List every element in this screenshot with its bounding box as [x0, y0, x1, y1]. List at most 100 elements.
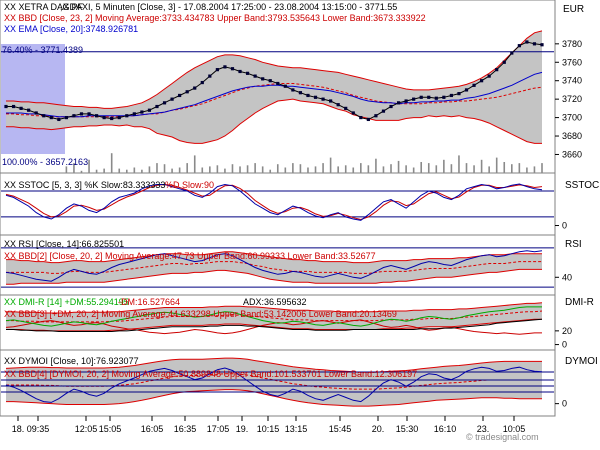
dmi-bollinger-band-fill — [6, 302, 542, 331]
volume-bar — [541, 163, 543, 173]
dmi-title-line: ADX:36.595632 — [243, 297, 307, 307]
close-point — [298, 91, 303, 95]
sstoc-panel-label: SSTOC — [565, 180, 599, 191]
dmi-panel-label: DMI-R — [565, 297, 594, 308]
volume-bar — [314, 166, 317, 173]
close-point — [404, 99, 408, 103]
close-point — [170, 97, 174, 101]
close-point — [27, 108, 31, 112]
dmi-moving-average — [6, 310, 543, 323]
price-panel: 3660 3680 3700 3720 3740 3760 3780 — [1, 30, 582, 173]
close-point — [313, 95, 318, 99]
price-y-tick-label: 3740 — [562, 76, 582, 86]
close-point — [321, 97, 325, 101]
volume-bar — [488, 166, 490, 173]
dymoi-bollinger-upper-band — [5, 357, 542, 373]
close-point — [193, 86, 197, 90]
dmi-y-tick-label: 20 — [562, 326, 572, 336]
close-point — [215, 68, 219, 72]
close-point — [434, 96, 438, 100]
close-point — [381, 109, 386, 113]
close-point — [366, 117, 370, 122]
close-point — [230, 67, 235, 71]
dmi-plus-line — [5, 306, 542, 327]
close-point — [276, 81, 280, 86]
close-point — [155, 104, 159, 109]
volume-bar — [337, 166, 339, 173]
volume-bar — [397, 160, 400, 173]
dmi-title-line: -DM:16.527664 — [118, 297, 180, 307]
close-point — [532, 42, 537, 46]
volume-bar — [103, 168, 105, 173]
close-point — [472, 83, 476, 87]
close-point — [487, 74, 491, 78]
volume-bar — [178, 167, 181, 173]
x-tick-label: 16:35 — [174, 424, 197, 434]
close-point — [57, 117, 61, 122]
price-y-tick-label: 3680 — [562, 131, 582, 141]
watermark: © tradesignal.com — [466, 432, 539, 442]
x-tick-label: 09:35 — [27, 424, 50, 434]
close-point — [540, 43, 544, 47]
sstoc-y-tick-label: 0 — [562, 221, 567, 231]
volume-bar — [125, 169, 128, 173]
close-point — [64, 115, 68, 120]
price-moving-average — [6, 83, 543, 118]
volume-bar — [299, 164, 302, 173]
volume-bar — [382, 166, 385, 173]
close-point — [49, 115, 53, 120]
close-point — [351, 111, 355, 115]
close-point — [238, 69, 242, 74]
volume-bar — [65, 166, 68, 173]
volume-bar — [284, 167, 287, 173]
volume-bar — [511, 164, 513, 173]
volume-bar — [495, 157, 498, 173]
price-bollinger-upper-band — [6, 30, 543, 109]
volume-bar — [473, 165, 475, 173]
volume-bar — [375, 158, 377, 173]
close-point — [517, 44, 521, 48]
dmi-adx-line — [6, 318, 543, 332]
volume-bar — [276, 164, 279, 173]
close-point — [4, 104, 8, 109]
volume-bar — [148, 166, 151, 173]
close-point — [253, 74, 257, 78]
volume-bar — [329, 157, 332, 173]
rsi-panel-label: RSI — [565, 239, 582, 250]
close-point — [162, 101, 167, 105]
close-point — [87, 112, 91, 116]
volume-bar — [360, 163, 362, 173]
volume-bar — [73, 163, 75, 173]
volume-bar — [156, 163, 158, 173]
volume-bar — [231, 164, 234, 173]
volume-bar — [518, 163, 521, 173]
volume-bar — [224, 168, 226, 173]
volume-bar — [80, 170, 83, 173]
volume-bar — [141, 169, 143, 173]
close-point — [442, 95, 446, 99]
volume-bar — [390, 164, 392, 173]
price-title-line: ,GDAXI, 5 Minuten [Close, 3] - 17.08.200… — [60, 2, 397, 12]
price-y-tick-label: 3660 — [562, 149, 582, 159]
close-point — [268, 79, 272, 83]
volume-bar — [465, 163, 468, 173]
close-point — [502, 60, 506, 64]
close-point — [457, 92, 461, 96]
currency-label: EUR — [563, 4, 584, 15]
volume-bar — [503, 162, 506, 173]
close-point — [147, 108, 152, 112]
volume-bar — [412, 167, 415, 173]
close-point — [449, 93, 454, 98]
volume-bar — [163, 164, 166, 173]
volume-bar — [171, 168, 173, 173]
rsi-bollinger-lower-band — [6, 268, 542, 285]
price-y-tick-label: 3700 — [562, 113, 582, 123]
x-tick-label: 20. — [372, 424, 385, 434]
x-tick-label: 10:15 — [257, 424, 280, 434]
x-tick-label: 15:05 — [99, 424, 122, 434]
x-tick-label: 12:05 — [75, 424, 98, 434]
close-point — [525, 40, 529, 44]
panel-labels: XX XETRA DAX PF ,GDAXI, 5 Minuten [Close… — [2, 2, 599, 379]
volume-bar — [344, 165, 347, 173]
